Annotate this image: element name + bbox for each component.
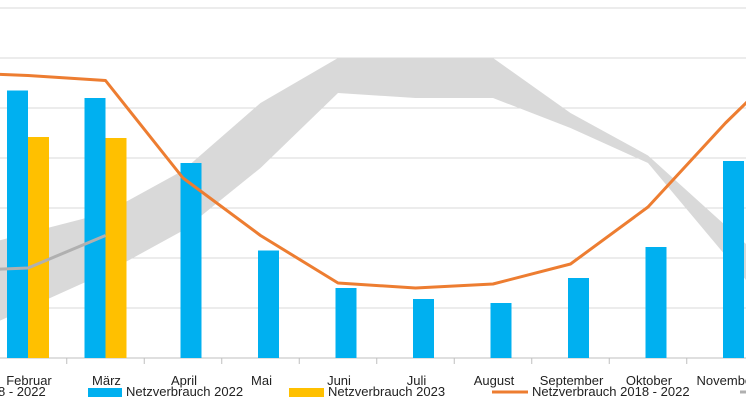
legend-swatch-2022 <box>88 388 122 397</box>
x-tick-label: März <box>92 373 121 388</box>
x-tick-label: April <box>171 373 197 388</box>
bar-netzverbrauch-2022-november <box>723 161 744 358</box>
legend-swatch-2023 <box>289 388 324 397</box>
x-axis-ticks: Februar März April Mai Juni Juli August Septemb… <box>6 373 746 388</box>
bars <box>7 90 744 358</box>
bar-netzverbrauch-2022-juni <box>335 288 357 358</box>
x-tick-label: Februar <box>6 373 52 388</box>
x-tick-label: Oktober <box>626 373 673 388</box>
bar-netzverbrauch-2022-mai <box>258 250 279 358</box>
legend-label-2022: Netzverbrauch 2022 <box>126 384 243 399</box>
x-tick-label: Mai <box>251 373 272 388</box>
range-band-area <box>0 58 746 321</box>
range-band <box>0 58 746 321</box>
x-tick-label: Juli <box>407 373 427 388</box>
bar-netzverbrauch-2022-april <box>180 163 202 358</box>
legend-label-2018-2022: Netzverbrauch 2018 - 2022 <box>532 384 690 399</box>
bar-netzverbrauch-2022-märz <box>84 98 106 358</box>
lines <box>0 72 746 290</box>
bar-netzverbrauch-2022-februar <box>7 90 28 358</box>
legend-label-2023: Netzverbrauch 2023 <box>328 384 445 399</box>
legend: 8 - 2022 Netzverbrauch 2022 Netzverbrauc… <box>0 384 746 399</box>
line-netzverbrauch-2018---2022 <box>0 72 746 290</box>
bar-netzverbrauch-2022-juli <box>413 299 434 358</box>
x-tick-label: November <box>697 373 746 388</box>
x-tick-label: August <box>474 373 515 388</box>
legend-clipped-label: 8 - 2022 <box>0 384 46 399</box>
bar-netzverbrauch-2022-oktober <box>645 247 667 358</box>
bar-netzverbrauch-2023-märz <box>105 138 127 358</box>
x-tick-label: September <box>540 373 604 388</box>
x-tick-label: Juni <box>327 373 351 388</box>
bar-netzverbrauch-2023-februar <box>28 137 49 358</box>
line-series-1 <box>0 234 107 271</box>
bar-netzverbrauch-2022-august <box>490 303 512 358</box>
bar-netzverbrauch-2022-september <box>568 278 589 358</box>
